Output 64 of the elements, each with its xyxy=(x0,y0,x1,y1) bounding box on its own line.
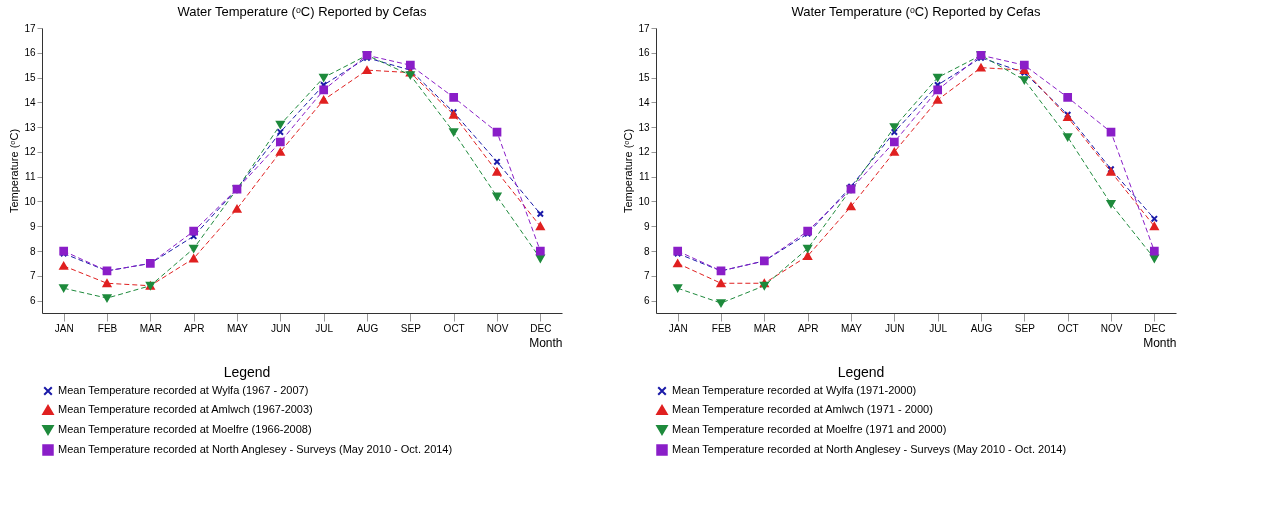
y-tick-label: 16 xyxy=(638,47,650,59)
x-tick-label: SEP xyxy=(1014,322,1036,334)
chart-title: Water Temperature (ᵒC) Reported by Cefas xyxy=(177,4,428,19)
x-tick-label: NOV xyxy=(486,322,509,334)
x-tick-label: JUN xyxy=(885,322,905,334)
chart-title: Water Temperature (ᵒC) Reported by Cefas xyxy=(791,4,1042,19)
x-axis-title: Month xyxy=(529,335,563,350)
legend-label: Mean Temperature recorded at Wylfa (1967 - 2007) xyxy=(58,384,309,396)
legend-label: Mean Temperature recorded at Amlwch (1971 - 2000) xyxy=(672,403,933,415)
y-axis-title: Temperature (ᵒC) xyxy=(8,128,21,214)
y-tick-label: 9 xyxy=(643,220,650,232)
y-tick-label: 8 xyxy=(29,245,36,257)
x-tick-label: AUG xyxy=(356,322,379,334)
y-tick-label: 15 xyxy=(638,72,650,84)
x-tick-label: DEC xyxy=(1144,322,1166,334)
y-tick-label: 17 xyxy=(24,22,36,34)
y-tick-label: 13 xyxy=(638,121,650,133)
y-tick-label: 14 xyxy=(638,96,650,108)
x-tick-label: AUG xyxy=(970,322,993,334)
y-tick-label: 9 xyxy=(29,220,36,232)
y-tick-label: 7 xyxy=(29,270,36,282)
x-tick-label: MAY xyxy=(841,322,863,334)
y-tick-label: 17 xyxy=(638,22,650,34)
y-tick-label: 15 xyxy=(24,72,36,84)
x-tick-label: JAN xyxy=(54,322,74,334)
x-tick-label: FEB xyxy=(97,322,118,334)
x-tick-label: APR xyxy=(797,322,819,334)
x-tick-label: JAN xyxy=(668,322,688,334)
y-tick-label: 6 xyxy=(643,295,650,307)
legend-label: Mean Temperature recorded at Amlwch (1967-2003) xyxy=(58,403,313,415)
y-axis-title: Temperature (ᵒC) xyxy=(622,128,635,214)
x-tick-label: MAY xyxy=(227,322,249,334)
x-tick-label: MAR xyxy=(139,322,162,334)
x-tick-label: JUL xyxy=(315,322,334,334)
x-tick-label: APR xyxy=(183,322,205,334)
x-tick-label: JUL xyxy=(929,322,948,334)
legend-label: Mean Temperature recorded at Wylfa (1971-2000) xyxy=(672,384,917,396)
legend-label: Mean Temperature recorded at North Anglesey - Surveys (May 2010 - Oct. 2014) xyxy=(58,443,453,455)
legend-title: Legend xyxy=(837,364,885,380)
y-tick-label: 8 xyxy=(643,245,650,257)
x-tick-label: DEC xyxy=(530,322,552,334)
x-tick-label: JUN xyxy=(271,322,291,334)
legend-label: Mean Temperature recorded at Moelfre (1971 and 2000) xyxy=(672,423,947,435)
x-tick-label: NOV xyxy=(1100,322,1123,334)
y-tick-label: 12 xyxy=(24,146,36,158)
y-tick-label: 10 xyxy=(638,195,650,207)
x-tick-label: OCT xyxy=(443,322,465,334)
x-tick-label: SEP xyxy=(400,322,422,334)
x-tick-label: FEB xyxy=(711,322,732,334)
x-axis-title: Month xyxy=(1143,335,1177,350)
x-tick-label: OCT xyxy=(1057,322,1079,334)
legend-label: Mean Temperature recorded at North Anglesey - Surveys (May 2010 - Oct. 2014) xyxy=(672,443,1067,455)
y-tick-label: 13 xyxy=(24,121,36,133)
x-tick-label: MAR xyxy=(753,322,776,334)
legend-label: Mean Temperature recorded at Moelfre (1966-2008) xyxy=(58,423,312,435)
y-tick-label: 7 xyxy=(643,270,650,282)
y-tick-label: 10 xyxy=(24,195,36,207)
legend-title: Legend xyxy=(223,364,271,380)
y-tick-label: 11 xyxy=(25,171,36,183)
y-tick-label: 11 xyxy=(639,171,650,183)
y-tick-label: 6 xyxy=(29,295,36,307)
y-tick-label: 14 xyxy=(24,96,36,108)
y-tick-label: 12 xyxy=(638,146,650,158)
y-tick-label: 16 xyxy=(24,47,36,59)
